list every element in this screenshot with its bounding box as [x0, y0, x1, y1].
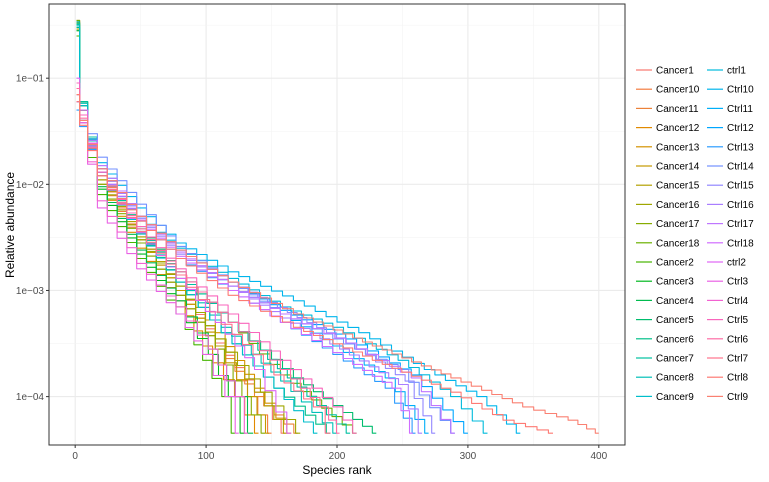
y-tick-label: 1e−01	[16, 74, 45, 85]
y-axis: 1e−01 1e−02 1e−03 1e−04	[16, 74, 49, 403]
series-line-ctrl4	[76, 94, 248, 434]
legend: Cancer1 Cancer10 Cancer11 Cancer12 Cancer13 C…	[636, 66, 754, 403]
legend-label-ctrl7: Ctrl7	[727, 354, 749, 365]
x-tick-label: 100	[198, 451, 215, 462]
legend-label-cancer12: Cancer12	[656, 123, 700, 134]
legend-label-ctrl14: Ctrl14	[727, 162, 754, 173]
x-axis-title: Species rank	[302, 463, 372, 477]
legend-label-ctrl12: Ctrl12	[727, 123, 754, 134]
series-lines	[76, 19, 599, 434]
legend-label-ctrl13: Ctrl13	[727, 142, 754, 153]
x-tick-label: 0	[72, 451, 78, 462]
legend-label-ctrl15: Ctrl15	[727, 181, 754, 192]
y-tick-label: 1e−03	[16, 286, 45, 297]
legend-label-ctrl16: Ctrl16	[727, 200, 754, 211]
grid-lines	[49, 4, 625, 445]
x-tick-label: 200	[329, 451, 346, 462]
legend-label-cancer14: Cancer14	[656, 162, 700, 173]
legend-label-cancer7: Cancer7	[656, 354, 694, 365]
legend-label-cancer13: Cancer13	[656, 142, 700, 153]
legend-label-cancer10: Cancer10	[656, 85, 700, 96]
legend-label-cancer18: Cancer18	[656, 238, 700, 249]
series-line-ctrl3	[76, 87, 239, 434]
legend-label-cancer11: Cancer11	[656, 104, 699, 115]
legend-label-ctrl17: Ctrl17	[727, 219, 754, 230]
legend-label-cancer16: Cancer16	[656, 200, 700, 211]
legend-label-ctrl8: Ctrl8	[727, 373, 749, 384]
legend-label-cancer5: Cancer5	[656, 315, 694, 326]
series-line-ctrl8	[76, 101, 553, 434]
legend-label-cancer3: Cancer3	[656, 277, 694, 288]
legend-label-cancer17: Cancer17	[656, 219, 700, 230]
legend-label-ctrl5: Ctrl5	[727, 315, 749, 326]
x-axis: 0 100 200 300 400	[72, 445, 608, 462]
x-tick-label: 400	[590, 451, 607, 462]
legend-label-ctrl6: Ctrl6	[727, 334, 749, 345]
legend-label-cancer4: Cancer4	[656, 296, 694, 307]
series-line-ctrl10	[76, 87, 521, 434]
legend-label-ctrl18: Ctrl18	[727, 238, 754, 249]
legend-label-ctrl10: Ctrl10	[727, 85, 754, 96]
y-tick-label: 1e−02	[16, 180, 45, 191]
legend-label-cancer15: Cancer15	[656, 181, 700, 192]
series-line-ctrl7	[76, 94, 331, 434]
legend-label-ctrl3: Ctrl3	[727, 277, 749, 288]
legend-label-ctrl4: Ctrl4	[727, 296, 749, 307]
legend-label-cancer1: Cancer1	[656, 66, 694, 77]
x-tick-label: 300	[460, 451, 477, 462]
series-line-ctrl9	[76, 94, 599, 434]
y-axis-title: Relative abundance	[3, 172, 17, 278]
legend-label-ctrl9: Ctrl9	[727, 392, 749, 403]
legend-label-ctrl11: Ctrl11	[727, 104, 753, 115]
legend-label-cancer8: Cancer8	[656, 373, 694, 384]
legend-label-cancer6: Cancer6	[656, 334, 694, 345]
legend-label-ctrl2: ctrl2	[727, 258, 746, 269]
legend-label-cancer2: Cancer2	[656, 258, 694, 269]
legend-label-ctrl1: ctrl1	[727, 66, 746, 77]
y-tick-label: 1e−04	[16, 392, 45, 403]
legend-label-cancer9: Cancer9	[656, 392, 694, 403]
